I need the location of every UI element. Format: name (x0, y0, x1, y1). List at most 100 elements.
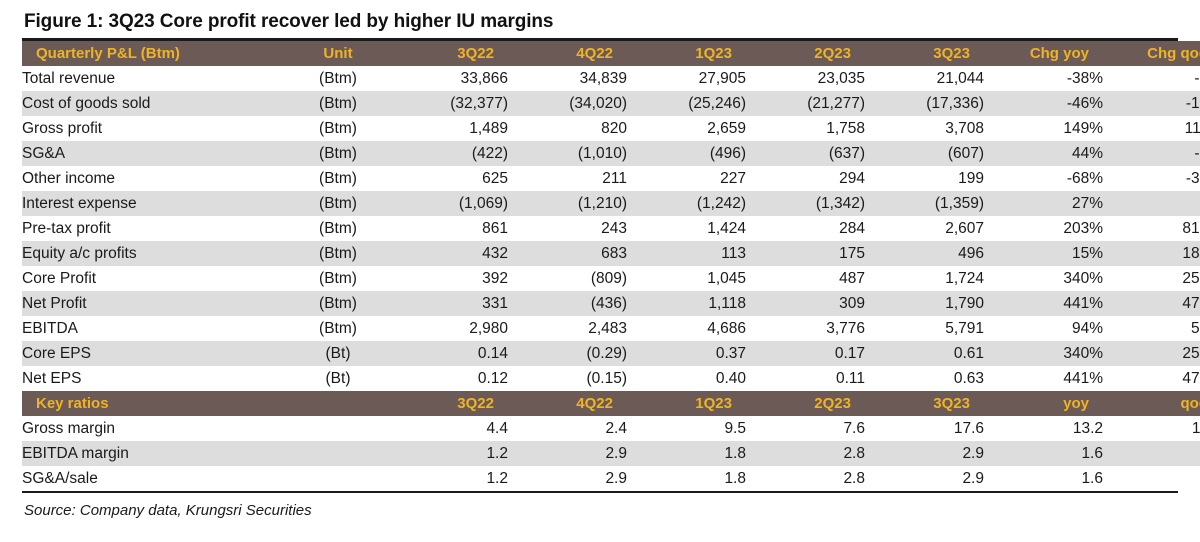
cell-value: (422) (389, 140, 508, 166)
cell-value: -32% (1103, 165, 1200, 191)
cell-value: (0.15) (508, 365, 627, 391)
cell-value: 0.61 (865, 340, 984, 366)
cell-value: 1,424 (627, 215, 746, 241)
cell-value: (1,210) (508, 190, 627, 216)
title-divider (22, 37, 1178, 41)
cell-value: -68% (984, 165, 1103, 191)
table-row: Cost of goods sold (Btm) (32,377) (34,020)(… (22, 90, 1200, 116)
cell-value: 2.9 (865, 440, 984, 466)
cell-value: 33,866 (389, 65, 508, 91)
table-row: SG&A (Btm) (422) (1,010) (496) (637) (607) 44% -… (22, 140, 1200, 166)
cell-value: -38% (984, 65, 1103, 91)
cell-value: 9.5 (627, 415, 746, 441)
row-unit: (Btm) (287, 215, 389, 241)
table-row: Gross margin 4.42.49.57.617.613.210.0 (22, 415, 1200, 441)
row-label: Cost of goods sold (22, 90, 287, 116)
cell-value: 2.9 (508, 465, 627, 491)
cell-value: 1.6 (984, 465, 1103, 491)
column-header-5: yoy (984, 390, 1103, 416)
cell-value: 21,044 (865, 65, 984, 91)
cell-value: 2,980 (389, 315, 508, 341)
cell-value: 15% (984, 240, 1103, 266)
row-label: Gross profit (22, 115, 287, 141)
cell-value: 113 (627, 240, 746, 266)
cell-value: 0.40 (627, 365, 746, 391)
cell-value: (1,242) (627, 190, 746, 216)
row-unit: (Btm) (287, 240, 389, 266)
cell-value: 199 (865, 165, 984, 191)
table-row: Total revenue (Btm) 33,866 34,839 27,905 23,0… (22, 65, 1200, 91)
cell-value: 1.2 (389, 465, 508, 491)
cell-value: 1.8 (627, 465, 746, 491)
cell-value: -9% (1103, 65, 1200, 91)
cell-value: 1,724 (865, 265, 984, 291)
cell-value: 2,483 (508, 315, 627, 341)
cell-value: 0.14 (389, 340, 508, 366)
cell-value: (809) (508, 265, 627, 291)
cell-value: 184% (1103, 240, 1200, 266)
cell-value: (1,342) (746, 190, 865, 216)
cell-value: 294 (746, 165, 865, 191)
cell-value: 0.11 (746, 365, 865, 391)
row-unit: (Btm) (287, 90, 389, 116)
row-label: Gross margin (22, 415, 287, 441)
row-unit (287, 415, 389, 441)
cell-value: -19% (1103, 90, 1200, 116)
cell-value: 441% (984, 365, 1103, 391)
column-header-unit: Unit (287, 40, 389, 66)
table-row: Net EPS(Bt)0.12(0.15)0.400.110.63441%479… (22, 365, 1200, 391)
table-row: Core EPS (Bt) 0.14 (0.29) 0.37 0.17 0.61 340% 25… (22, 340, 1200, 366)
column-header-5: Chg yoy (984, 40, 1103, 66)
column-header-0: 3Q22 (389, 390, 508, 416)
cell-value: 3,708 (865, 115, 984, 141)
column-header-4: 3Q23 (865, 40, 984, 66)
cell-value: 27% (984, 190, 1103, 216)
cell-value: (1,359) (865, 190, 984, 216)
row-unit: (Btm) (287, 65, 389, 91)
cell-value: (17,336) (865, 90, 984, 116)
row-label: SG&A (22, 140, 287, 166)
cell-value: 44% (984, 140, 1103, 166)
column-header-3: 2Q23 (746, 390, 865, 416)
row-label: SG&A/sale (22, 465, 287, 491)
cell-value: 1.6 (984, 440, 1103, 466)
cell-value: 17.6 (865, 415, 984, 441)
row-label: EBITDA margin (22, 440, 287, 466)
column-header-1: 4Q22 (508, 40, 627, 66)
row-label: Core EPS (22, 340, 287, 366)
source-note: Source: Company data, Krungsri Securitie… (24, 501, 312, 519)
cell-value: 94% (984, 315, 1103, 341)
cell-value: 53% (1103, 315, 1200, 341)
cell-value: 487 (746, 265, 865, 291)
column-header-6: qoq (1103, 390, 1200, 416)
cell-value: 149% (984, 115, 1103, 141)
table-row: Core Profit (Btm) 392 (809) 1,045 487 1,724 340… (22, 265, 1200, 291)
cell-value: 496 (865, 240, 984, 266)
cell-value: (21,277) (746, 90, 865, 116)
cell-value: 479% (1103, 365, 1200, 391)
row-unit: (Btm) (287, 140, 389, 166)
row-unit: (Btm) (287, 115, 389, 141)
row-label: Total revenue (22, 65, 287, 91)
cell-value: (1,010) (508, 140, 627, 166)
table-section-header: Key ratios 3Q224Q221Q232Q233Q23yoyqoq (22, 390, 1200, 416)
column-header-3: 2Q23 (746, 40, 865, 66)
row-label: Pre-tax profit (22, 215, 287, 241)
cell-value: 2,659 (627, 115, 746, 141)
cell-value: 254% (1103, 265, 1200, 291)
table-row: Net Profit (Btm) 331 (436) 1,118 309 1,790 441%… (22, 290, 1200, 316)
table-row: EBITDA (Btm) 2,980 2,483 4,686 3,776 5,791 94% 5… (22, 315, 1200, 341)
table-bottom-divider (22, 490, 1178, 493)
cell-value: 340% (984, 340, 1103, 366)
cell-value: 254% (1103, 340, 1200, 366)
cell-value: 2.4 (508, 415, 627, 441)
row-label: Net EPS (22, 365, 287, 391)
cell-value: 1,118 (627, 290, 746, 316)
cell-value: 2.8 (746, 465, 865, 491)
column-header-unit (287, 390, 389, 416)
cell-value: 13.2 (984, 415, 1103, 441)
cell-value: 392 (389, 265, 508, 291)
cell-value: 211 (508, 165, 627, 191)
